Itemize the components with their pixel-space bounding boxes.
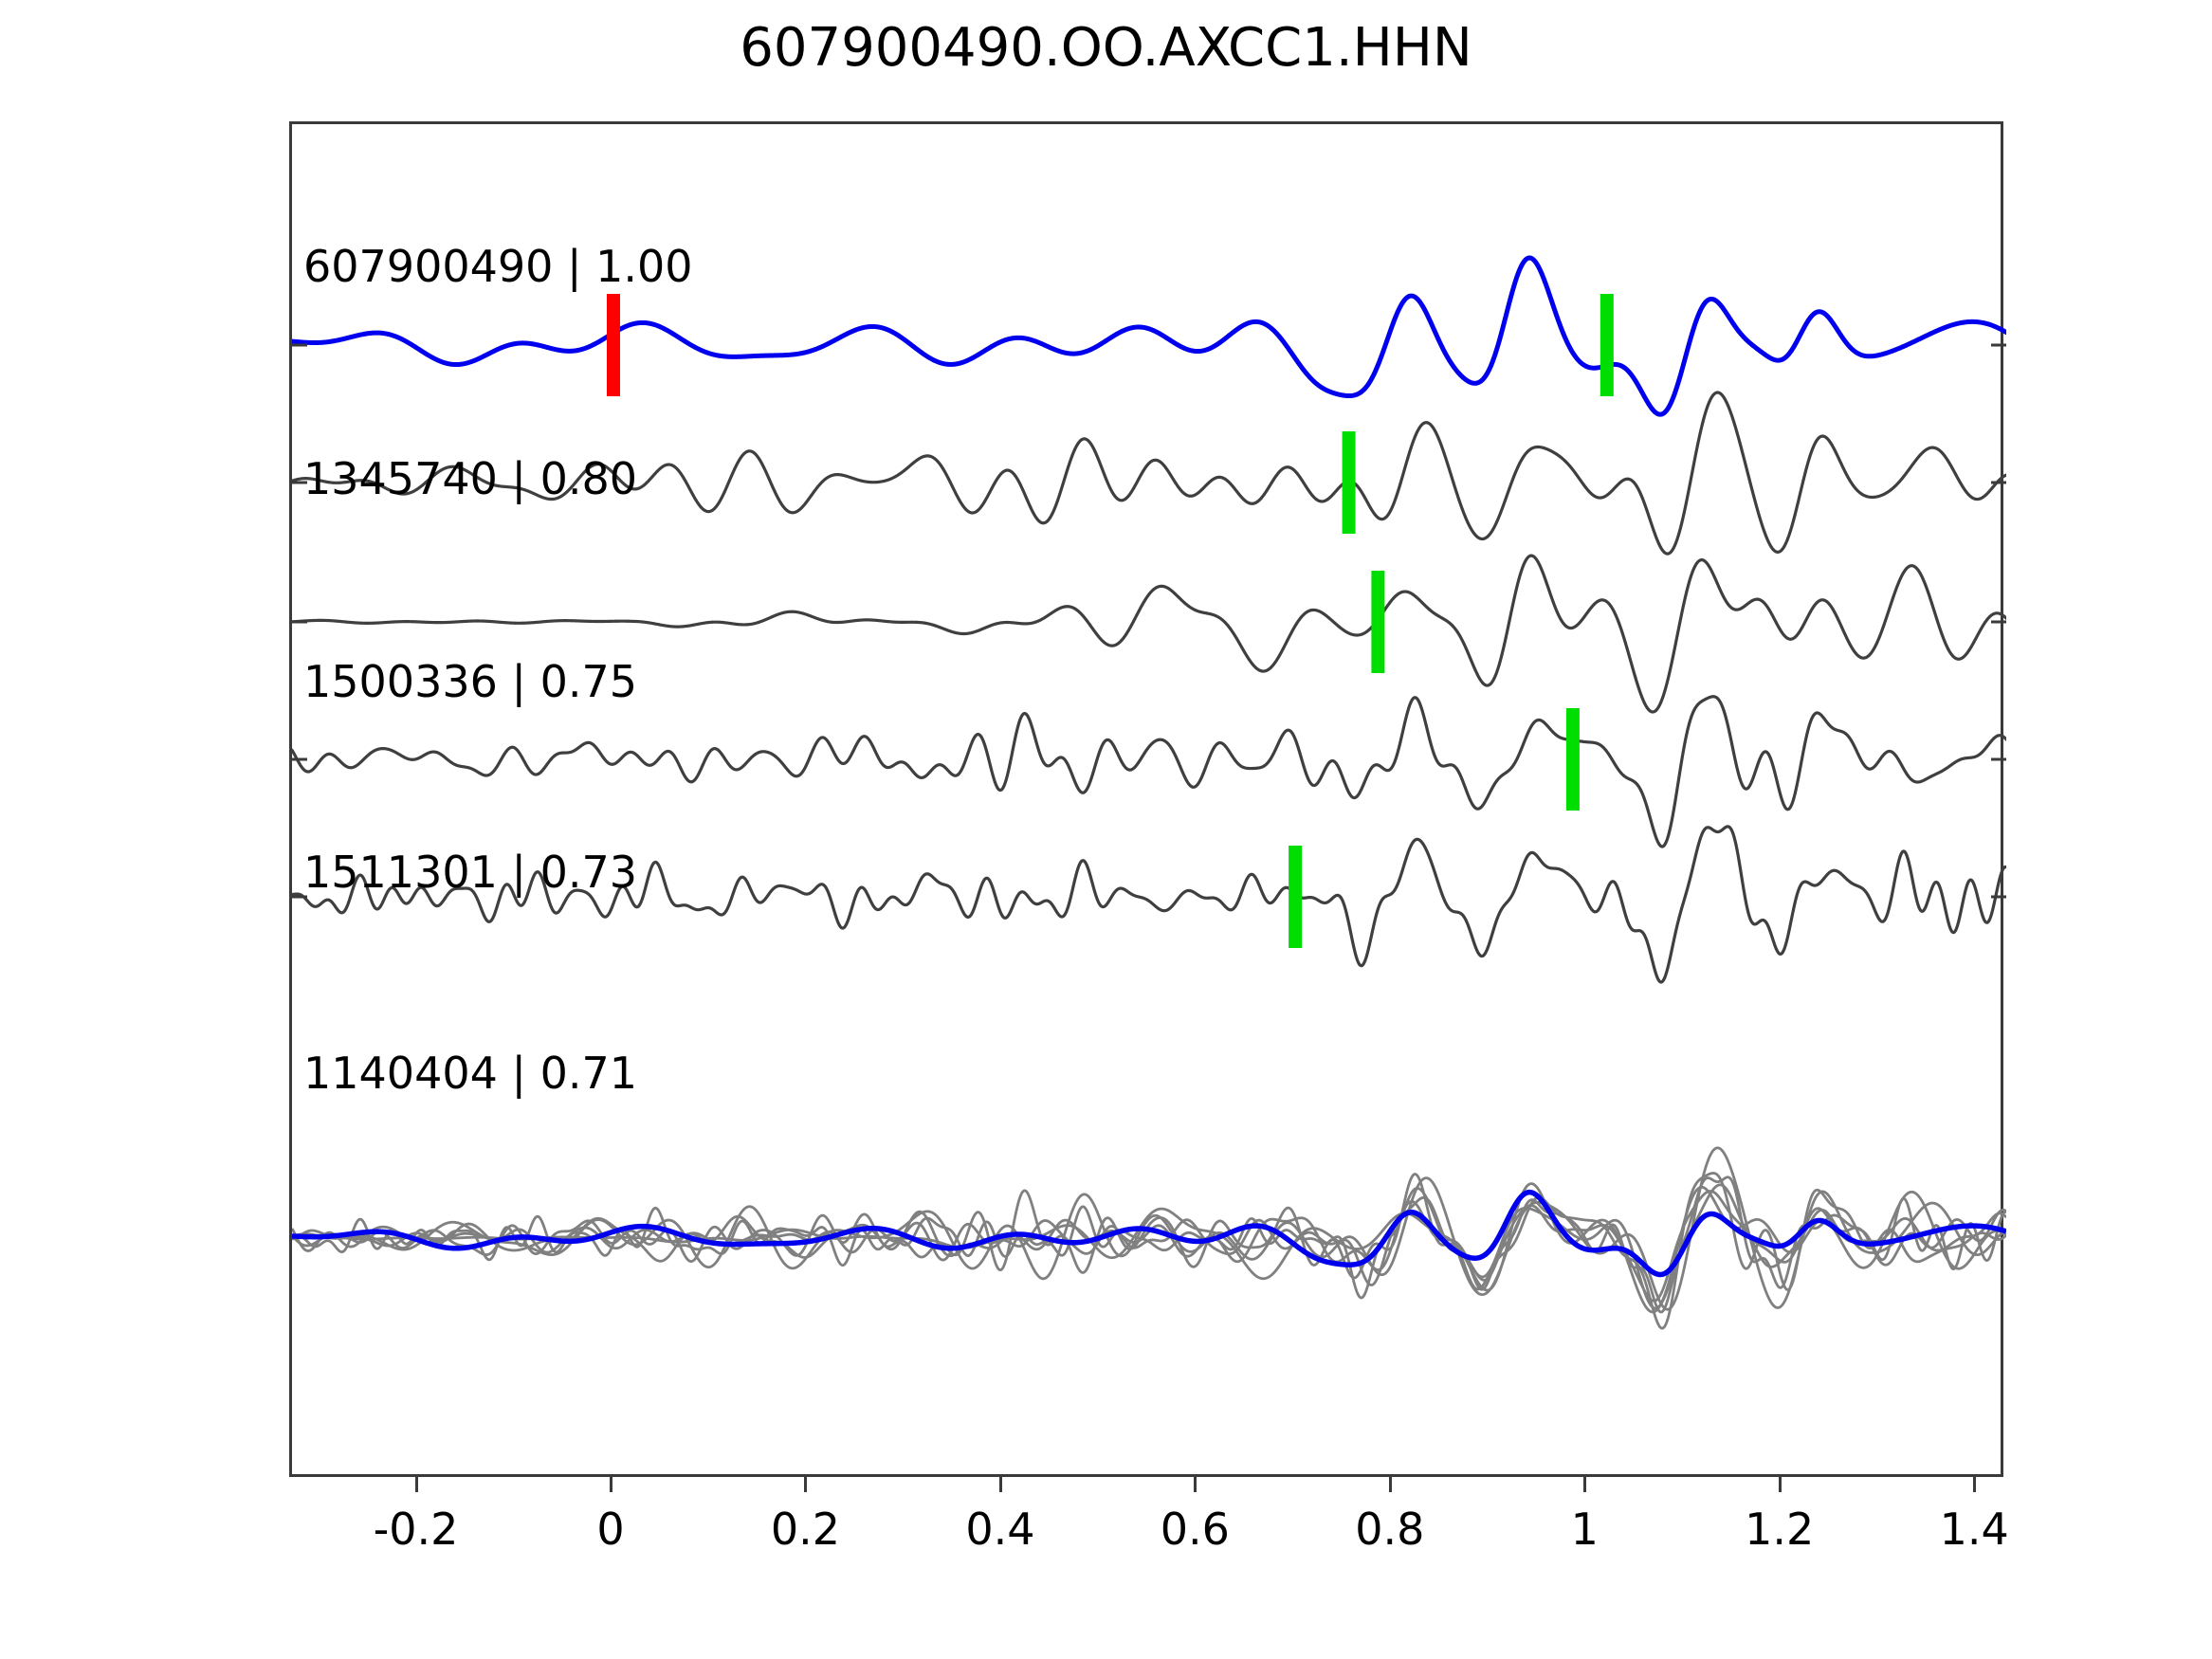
detection-time-marker	[1342, 431, 1356, 534]
detection-time-marker	[1371, 571, 1385, 673]
overlay-trace-template	[292, 1189, 2006, 1278]
waveform-trace-4	[292, 695, 2006, 848]
waveform-canvas	[292, 255, 2006, 1330]
origin-time-marker	[607, 294, 620, 396]
waveform-trace-1	[292, 255, 2006, 417]
trace-label-3: 1500336 | 0.75	[303, 656, 638, 707]
x-tick-mark	[1194, 1477, 1197, 1492]
trace-label-4: 1511301 | 0.73	[303, 847, 638, 898]
x-tick-label: 0	[596, 1504, 625, 1555]
page-title: 607900490.OO.AXCC1.HHN	[740, 17, 1472, 79]
waveform-trace-5	[292, 825, 2006, 984]
detection-time-marker	[1600, 294, 1614, 396]
overlay-trace-gray	[292, 1176, 2006, 1314]
x-tick-label: 0.6	[1160, 1504, 1230, 1555]
x-tick-mark	[414, 1477, 418, 1492]
x-tick-mark	[998, 1477, 1002, 1492]
x-tick-label: 0.2	[770, 1504, 841, 1555]
waveform-trace-3	[292, 554, 2006, 714]
overlay-trace-gray	[292, 1183, 2006, 1310]
x-tick-mark	[1973, 1477, 1977, 1492]
x-tick-label: 1.4	[1939, 1504, 2009, 1555]
x-tick-mark	[804, 1477, 808, 1492]
trace-label-1: 607900490 | 1.00	[303, 241, 693, 292]
x-tick-label: 0.8	[1355, 1504, 1425, 1555]
overlay-trace-gray	[292, 1182, 2006, 1314]
detection-time-marker	[1289, 846, 1303, 948]
overlay-trace-gray	[292, 1172, 2006, 1330]
x-tick-mark	[610, 1477, 612, 1492]
trace-label-5: 1140404 | 0.71	[303, 1048, 638, 1099]
x-tick-label: 0.4	[965, 1504, 1035, 1555]
x-tick-mark	[1388, 1477, 1392, 1492]
x-tick-mark	[1583, 1477, 1587, 1492]
x-tick-label: -0.2	[373, 1504, 459, 1555]
trace-label-2: 1345740 | 0.80	[303, 453, 638, 504]
x-tick-mark	[1778, 1477, 1782, 1492]
waveform-trace-2	[292, 391, 2006, 556]
detection-time-marker	[1565, 708, 1580, 811]
plot-axes	[289, 121, 2006, 1477]
x-tick-label: 1	[1570, 1504, 1599, 1555]
overlay-trace-gray	[292, 1190, 2006, 1303]
x-tick-label: 1.2	[1745, 1504, 1815, 1555]
